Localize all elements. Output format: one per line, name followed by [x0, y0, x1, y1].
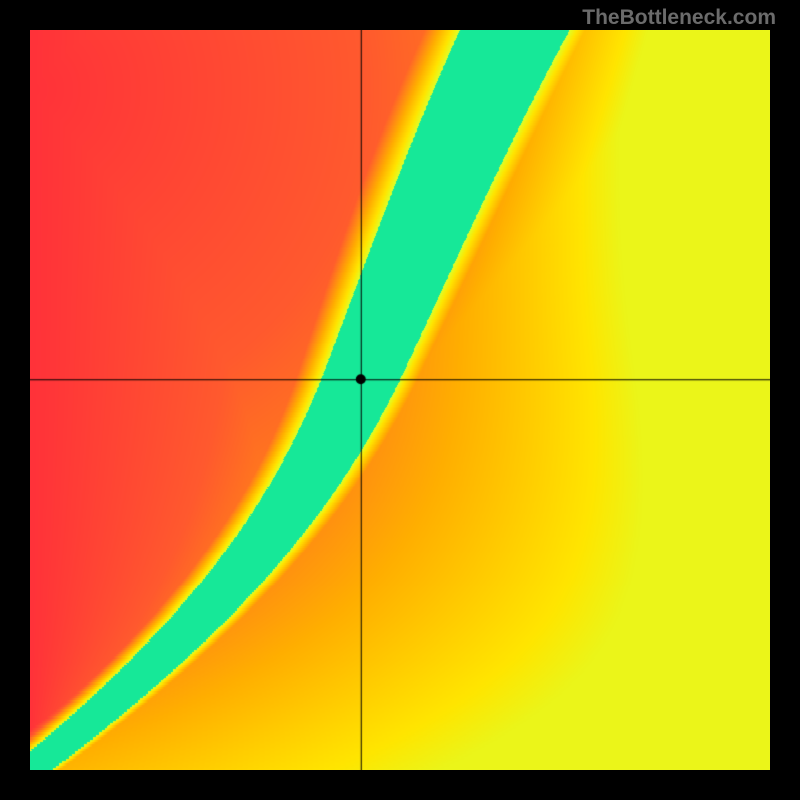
watermark-text: TheBottleneck.com [582, 6, 776, 30]
bottleneck-heatmap [30, 30, 770, 770]
